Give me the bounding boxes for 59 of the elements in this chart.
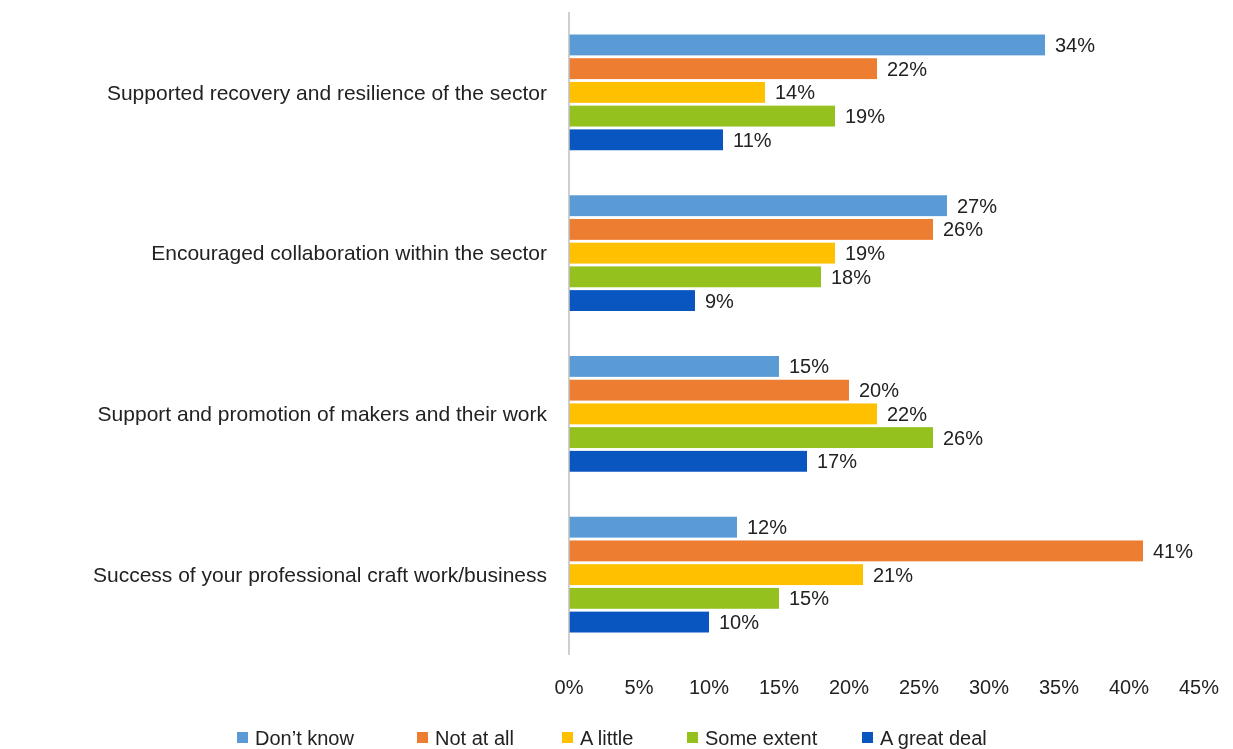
data-label: 14% [775, 81, 816, 104]
x-tick-label: 20% [828, 676, 870, 698]
data-label: 22% [887, 402, 928, 425]
x-tick-label: 45% [1178, 676, 1220, 698]
x-tick-label: 15% [758, 676, 800, 698]
legend-label: Don’t know [255, 727, 355, 749]
legend-label: A little [580, 727, 634, 749]
data-label: 21% [873, 563, 914, 586]
legend-label: Some extent [705, 727, 818, 749]
bar [569, 195, 947, 217]
bar [569, 290, 695, 311]
bar [569, 105, 835, 127]
x-tick-label: 10% [688, 676, 730, 698]
bar [569, 242, 835, 264]
bar [569, 540, 1143, 562]
bar [569, 58, 877, 80]
bar [569, 379, 849, 401]
bar [569, 81, 765, 103]
bar [569, 403, 877, 425]
bar [569, 266, 821, 288]
data-label: 34% [1055, 33, 1096, 56]
x-tick-label: 35% [1038, 676, 1080, 698]
data-label: 15% [789, 355, 830, 378]
bar [569, 356, 779, 377]
legend-label: Not at all [435, 727, 514, 749]
data-label: 20% [859, 379, 900, 402]
data-label: 27% [957, 194, 998, 217]
legend-label: A great deal [880, 727, 987, 749]
data-label: 17% [817, 450, 858, 473]
data-label: 26% [943, 426, 984, 449]
bar [569, 218, 933, 240]
data-label: 9% [705, 289, 735, 312]
data-label: 12% [747, 516, 788, 539]
bar [569, 516, 737, 538]
data-label: 22% [887, 57, 928, 80]
data-label: 10% [719, 611, 760, 634]
data-label: 15% [789, 587, 830, 610]
bar [569, 427, 933, 449]
y-tick-label: Support and promotion of makers and their work [97, 402, 548, 426]
data-label: 11% [733, 128, 772, 151]
x-tick-label: 30% [968, 676, 1010, 698]
bar [569, 587, 779, 609]
x-tick-label: 40% [1108, 676, 1150, 698]
x-tick-label: 25% [898, 676, 940, 698]
bar [569, 129, 723, 151]
bar [569, 611, 709, 633]
x-tick-label: 5% [624, 676, 654, 698]
bar [569, 34, 1045, 56]
data-label: 19% [845, 105, 886, 128]
y-tick-label: Supported recovery and resilience of the sector [106, 80, 548, 104]
y-tick-label: Encouraged collaboration within the sector [151, 241, 547, 265]
data-label: 26% [943, 218, 984, 241]
data-label: 41% [1153, 539, 1194, 562]
data-label: 19% [845, 242, 886, 265]
bar [569, 450, 807, 472]
y-tick-label: Success of your professional craft work/business [92, 562, 547, 586]
data-label: 18% [831, 265, 872, 288]
x-tick-label: 0% [554, 676, 584, 698]
bar [569, 564, 863, 586]
